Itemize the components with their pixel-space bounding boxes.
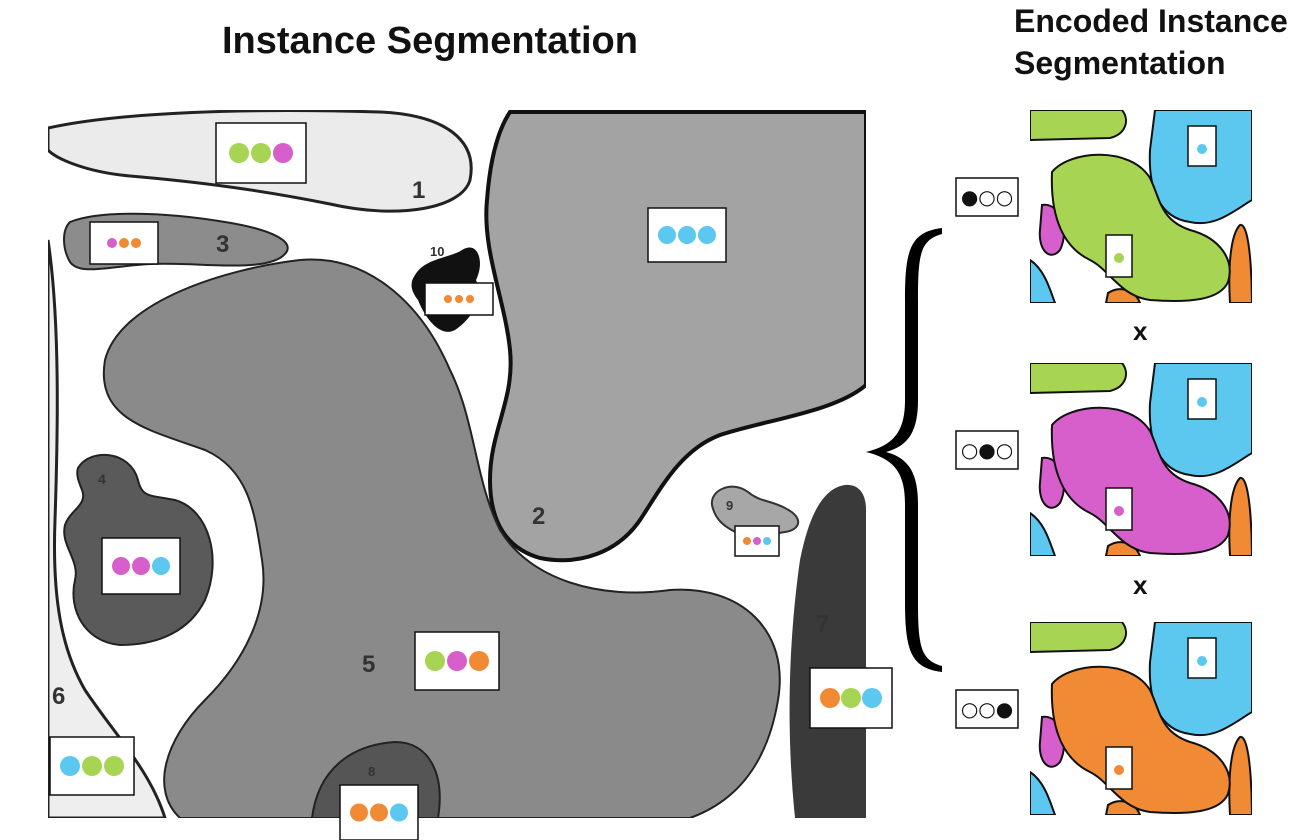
badge-dot-cyan [763,537,771,545]
region-7 [789,484,866,818]
badge-dot-magenta [753,537,761,545]
segmentation-panel [48,110,866,818]
highlighted-channel-region [1050,153,1231,303]
badge-dot-orange [820,688,840,708]
dot-badge-region-7 [809,667,893,729]
badge-dot-orange [370,803,388,822]
highlighted-channel-region [1050,665,1231,815]
multiply-sign-1: x [1133,316,1148,346]
region-label-2: 2 [532,503,545,530]
region-2 [484,110,866,563]
badge-dot-orange [743,537,751,545]
dot-badges [49,122,893,840]
badge-dot-cyan [678,226,696,244]
badge-dot-green [841,688,861,708]
region-numbers: 1 2 3 4 5 6 7 8 9 10 [52,177,829,779]
code-box-frame [955,430,1019,470]
badge-dot-green [104,756,124,776]
encoded-thumbnail-2 [1030,363,1252,556]
region-label-9: 9 [726,498,733,513]
badge-dot-cyan [862,688,882,708]
dot-badge-region-4 [101,537,181,595]
channel-code-text: ○○● [961,697,1013,721]
badge-dot-magenta [107,238,117,248]
badge-dot-green [251,143,271,163]
badge-dot-cyan [152,557,170,575]
badge-dot-orange [444,295,452,303]
dot-badge-region-6 [49,736,135,796]
main-title: Instance Segmentation [222,20,638,62]
channel-code-box-3: ○○● [955,689,1019,729]
channel-code-box-2: ○●○ [955,430,1019,470]
badge-dot-cyan [390,803,408,822]
region-label-10: 10 [430,244,444,259]
curly-brace [866,228,942,672]
region-label-5: 5 [362,651,375,678]
badge-dot-orange [119,238,129,248]
encoded-title-line1: Encoded Instance [1014,3,1288,39]
dot-badge-region-10 [424,282,494,316]
channel-code-text: ○●○ [961,438,1013,462]
channel-code-box-1: ●○○ [955,177,1019,217]
multiply-sign-2: x [1133,570,1148,600]
channel-code-text: ●○○ [961,185,1013,209]
badge-dot-green [229,143,249,163]
region-label-1: 1 [412,177,425,204]
region-label-8: 8 [368,764,375,779]
dot-badge-region-1 [215,122,307,184]
badge-dot-orange [131,238,141,248]
badge-dot-orange [469,651,489,671]
badge-dot-orange [455,295,463,303]
region-label-4: 4 [98,471,106,487]
badge-dot-cyan [658,226,676,244]
badge-dot-magenta [132,557,150,575]
badge-dot-cyan [60,756,80,776]
encoded-channels: ●○○ ○●○ ○○● [955,110,1252,815]
dot-badge-region-9 [734,525,780,557]
badge-dot-magenta [112,557,130,575]
badge-dot-magenta [447,651,467,671]
encoded-title: Encoded Instance Segmentation [1014,0,1288,84]
encoded-title-line2: Segmentation [1014,45,1226,81]
badge-dot-green [82,756,102,776]
badge-dot-orange [350,803,368,822]
dot-badge-region-8 [339,784,419,840]
dot-badge-region-2 [647,207,727,263]
region-label-7: 7 [816,611,829,638]
badge-dot-green [425,651,445,671]
highlighted-channel-region [1050,406,1231,556]
region-label-6: 6 [52,683,65,710]
dot-badge-region-3 [89,221,159,265]
badge-dot-cyan [698,226,716,244]
badge-dot-orange [466,295,474,303]
encoded-thumbnail-1 [1030,110,1252,303]
dot-badge-region-5 [414,631,500,691]
code-box-frame [955,177,1019,217]
code-box-frame [955,689,1019,729]
region-5 [102,258,781,818]
encoded-thumbnail-3 [1030,622,1252,815]
badge-dot-magenta [273,143,293,163]
region-label-3: 3 [216,231,229,258]
